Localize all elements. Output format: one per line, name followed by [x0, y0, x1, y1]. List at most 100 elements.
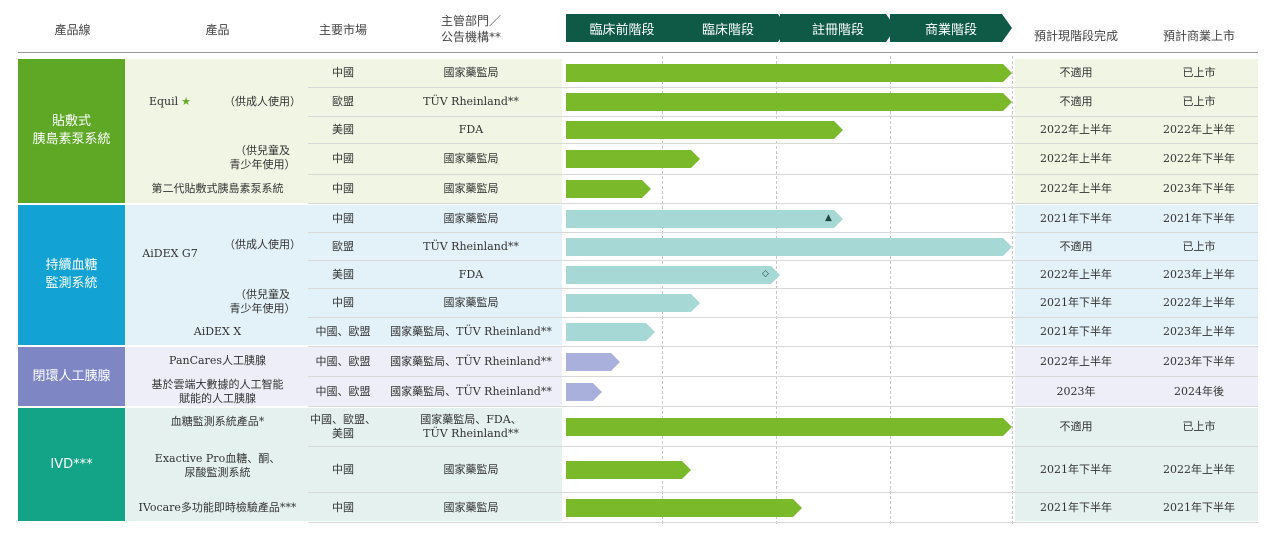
header-market: 主要市場	[318, 23, 367, 37]
market-cell: 美國	[332, 123, 354, 136]
row-divider	[308, 87, 1258, 88]
grid-line	[776, 56, 777, 524]
stage-complete-cell: 2021年下半年	[1040, 296, 1112, 309]
group-label-ivd: IVD***	[18, 408, 125, 521]
progress-bar	[566, 353, 620, 371]
group-label-patch-pump: 貼敷式 胰島素泵系統	[18, 59, 125, 203]
market-cell: 中國、歐盟	[315, 354, 371, 368]
authority-cell: 國家藥監局	[443, 152, 499, 165]
authority-cell: 國家藥監局	[443, 182, 499, 195]
row-divider	[308, 203, 1258, 204]
market-cell: 中國、歐盟、 美國	[310, 413, 376, 440]
row-divider	[308, 232, 1258, 233]
market-cell: 美國	[332, 267, 354, 281]
progress-bar	[566, 238, 1012, 256]
grid-line	[662, 56, 663, 524]
authority-cell: TÜV Rheinland**	[423, 239, 519, 253]
market-cell: 歐盟	[332, 239, 354, 253]
launch-cell: 2023年上半年	[1163, 267, 1235, 281]
row-divider	[308, 288, 1258, 289]
stage-complete-cell: 2021年下半年	[1040, 325, 1112, 338]
phase-preclinical: 臨床前階段	[566, 14, 678, 42]
row-divider	[308, 174, 1258, 175]
phase-commercial: 商業階段	[890, 14, 1012, 42]
progress-bar	[566, 180, 651, 198]
progress-bar	[566, 93, 1012, 111]
group-bg-patch-dates	[1015, 59, 1258, 203]
authority-cell: 國家藥監局	[443, 296, 499, 309]
launch-cell: 已上市	[1182, 239, 1216, 253]
progress-bar	[566, 294, 700, 312]
product-aidex-x: AiDEX X	[193, 325, 242, 338]
row-divider	[308, 522, 1258, 523]
launch-cell: 2023年下半年	[1163, 182, 1235, 195]
phase-registration: 註冊階段	[780, 14, 896, 42]
market-cell: 中國	[332, 66, 354, 79]
product-ivocare: IVocare多功能即時檢驗產品***	[138, 501, 297, 514]
header-expected-stage: 預計現階段完成	[1033, 29, 1118, 43]
progress-bar	[566, 323, 655, 341]
triangle-marker-icon: ▲	[825, 213, 832, 223]
stage-complete-cell: 不適用	[1059, 95, 1093, 108]
authority-cell: 國家藥監局	[443, 463, 499, 476]
progress-bar	[566, 150, 700, 168]
launch-cell: 2021年下半年	[1163, 501, 1235, 514]
progress-bar	[566, 121, 843, 139]
product-aidex-adult: （供成人使用）	[224, 238, 301, 251]
launch-cell: 2022年上半年	[1163, 463, 1235, 476]
header-authority: 主管部門／ 公告機構**	[440, 14, 501, 44]
diamond-marker-icon: ◇	[762, 269, 769, 279]
row-divider	[308, 116, 1258, 117]
row-divider	[308, 260, 1258, 261]
progress-bar	[566, 266, 780, 284]
row-divider	[308, 376, 1258, 377]
group-bg-ivd	[125, 408, 562, 521]
stage-complete-cell: 2022年上半年	[1040, 182, 1112, 195]
product-patch-gen2: 第二代貼敷式胰島素泵系統	[151, 182, 284, 195]
group-bg-patch	[125, 59, 562, 203]
market-cell: 中國	[332, 296, 354, 309]
authority-cell: TÜV Rheinland**	[423, 95, 519, 108]
group-bg-cgm	[125, 205, 562, 345]
row-divider	[308, 446, 1258, 447]
group-label-artificial-pancreas: 閉環人工胰腺	[18, 347, 125, 406]
authority-cell: 國家藥監局、TÜV Rheinland**	[390, 325, 552, 338]
stage-complete-cell: 2022年上半年	[1040, 123, 1112, 136]
authority-cell: FDA	[458, 267, 484, 281]
stage-complete-cell: 2023年	[1056, 384, 1096, 398]
row-divider	[308, 143, 1258, 144]
progress-bar	[566, 461, 691, 479]
launch-cell: 已上市	[1182, 95, 1216, 108]
authority-cell: 國家藥監局	[443, 66, 499, 79]
phase-clinical: 臨床階段	[668, 14, 788, 42]
row-divider	[308, 406, 1258, 407]
market-cell: 歐盟	[332, 95, 354, 108]
progress-bar	[566, 210, 843, 228]
progress-bar	[566, 418, 1012, 436]
launch-cell: 2022年上半年	[1163, 296, 1235, 309]
product-equil: Equil ★	[148, 95, 192, 108]
authority-cell: 國家藥監局、TÜV Rheinland**	[390, 354, 552, 368]
stage-complete-cell: 2022年上半年	[1040, 152, 1112, 165]
market-cell: 中國	[332, 501, 354, 514]
header-product-line: 產品線	[54, 23, 91, 37]
group-label-cgm: 持續血糖 監測系統	[18, 205, 125, 345]
market-cell: 中國	[332, 463, 354, 476]
stage-complete-cell: 2021年下半年	[1040, 501, 1112, 514]
market-cell: 中國	[332, 182, 354, 195]
authority-cell: 國家藥監局	[443, 211, 499, 225]
product-equil-child: （供兒童及 青少年使用）	[229, 144, 296, 171]
stage-complete-cell: 2022年上半年	[1040, 354, 1112, 368]
product-pancares: PanCares人工胰腺	[169, 354, 266, 367]
row-divider	[308, 317, 1258, 318]
product-equil-adult: （供成人使用）	[224, 95, 301, 108]
progress-bar	[566, 499, 802, 517]
header-product: 產品	[205, 23, 230, 37]
launch-cell: 2024年後	[1174, 384, 1224, 398]
launch-cell: 2022年下半年	[1163, 152, 1235, 165]
product-aidex-g7: AiDEX G7	[142, 247, 198, 260]
header-divider	[18, 52, 1258, 53]
star-icon: ★	[181, 95, 192, 108]
row-divider	[308, 346, 1258, 347]
header-expected-launch: 預計商業上市	[1162, 29, 1235, 43]
